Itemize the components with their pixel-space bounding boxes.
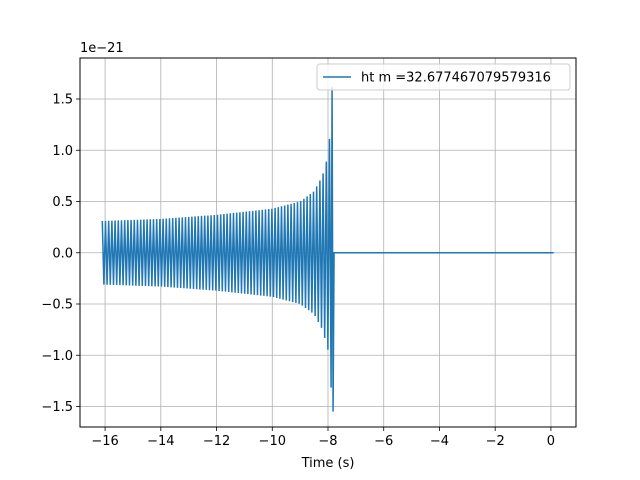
x-tick-label: −4 bbox=[430, 434, 449, 449]
legend-series-label: ht m =32.677467079579316 bbox=[361, 71, 551, 86]
y-tick-label: 1.0 bbox=[52, 144, 73, 159]
x-axis-label: Time (s) bbox=[301, 456, 355, 471]
x-tick-label: 0 bbox=[547, 434, 555, 449]
plot-area bbox=[101, 86, 554, 412]
y-tick-label: −1.5 bbox=[41, 400, 73, 415]
series-line bbox=[101, 86, 554, 412]
y-tick-label: 1.5 bbox=[52, 93, 73, 108]
x-tick-label: −14 bbox=[147, 434, 174, 449]
legend: ht m =32.677467079579316 bbox=[316, 63, 571, 91]
x-tick-label: −2 bbox=[486, 434, 505, 449]
y-offset-text: 1e−21 bbox=[80, 41, 124, 56]
y-axis-ticks: −1.5 −1.0 −0.5 0.0 0.5 1.0 1.5 bbox=[41, 93, 80, 415]
x-axis-ticks: −16 −14 −12 −10 −8 −6 −4 −2 0 bbox=[91, 427, 555, 449]
x-tick-label: −12 bbox=[203, 434, 230, 449]
grid-lines bbox=[80, 58, 576, 427]
x-tick-label: −8 bbox=[318, 434, 337, 449]
x-tick-label: −10 bbox=[259, 434, 286, 449]
y-tick-label: 0.5 bbox=[52, 195, 73, 210]
legend-box bbox=[316, 63, 571, 91]
y-tick-label: −1.0 bbox=[41, 349, 73, 364]
x-tick-label: −16 bbox=[91, 434, 118, 449]
y-tick-label: −0.5 bbox=[41, 298, 73, 313]
x-tick-label: −6 bbox=[374, 434, 393, 449]
y-tick-label: 0.0 bbox=[52, 246, 73, 261]
